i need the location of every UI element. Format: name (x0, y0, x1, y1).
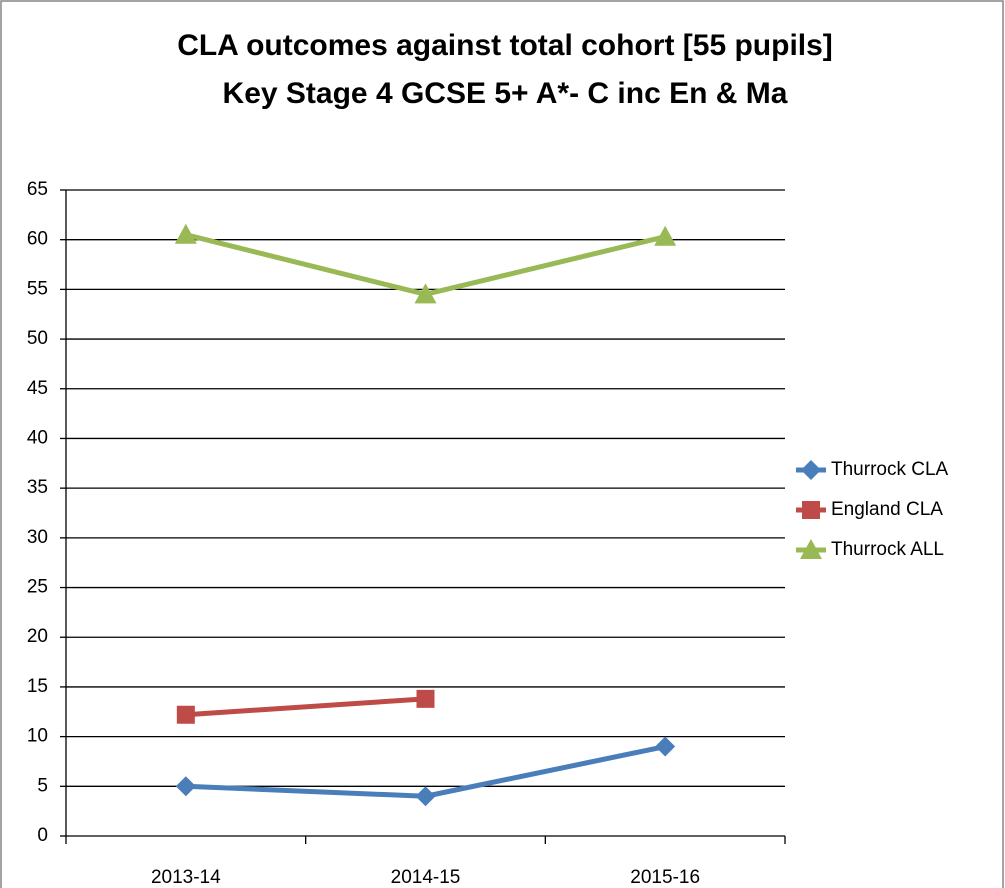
data-point (415, 786, 436, 807)
y-tick-label: 40 (27, 427, 48, 448)
y-tick-label: 0 (37, 825, 48, 846)
chart-title: CLA outcomes against total cohort [55 pu… (177, 29, 833, 62)
legend-marker (801, 460, 821, 480)
x-tick-label: 2013-14 (151, 867, 221, 888)
legend-label: England CLA (831, 499, 943, 520)
data-point (414, 283, 437, 304)
legend-label: Thurrock CLA (831, 459, 949, 480)
y-tick-label: 65 (27, 179, 48, 200)
data-point (655, 736, 676, 757)
y-tick-label: 60 (27, 229, 48, 250)
legend-marker (802, 501, 820, 519)
legend-marker (800, 539, 822, 559)
y-tick-label: 10 (27, 726, 48, 747)
data-point (175, 776, 196, 797)
y-tick-label: 55 (27, 278, 48, 299)
y-tick-label: 35 (27, 477, 48, 498)
y-tick-label: 30 (27, 527, 48, 548)
y-tick-label: 15 (27, 676, 48, 697)
y-tick-label: 5 (37, 775, 48, 796)
data-point (174, 223, 197, 244)
x-tick-label: 2014-15 (391, 867, 461, 888)
x-tick-label: 2015-16 (630, 867, 700, 888)
y-tick-label: 20 (27, 626, 48, 647)
data-point (416, 689, 435, 708)
y-tick-label: 25 (27, 577, 48, 598)
y-tick-label: 50 (27, 328, 48, 349)
chart-subtitle: Key Stage 4 GCSE 5+ A*- C inc En & Ma (223, 77, 788, 110)
data-point (176, 705, 195, 724)
series-line (185, 696, 426, 718)
data-point (654, 225, 677, 246)
legend-label: Thurrock ALL (831, 539, 944, 560)
y-tick-label: 45 (27, 378, 48, 399)
